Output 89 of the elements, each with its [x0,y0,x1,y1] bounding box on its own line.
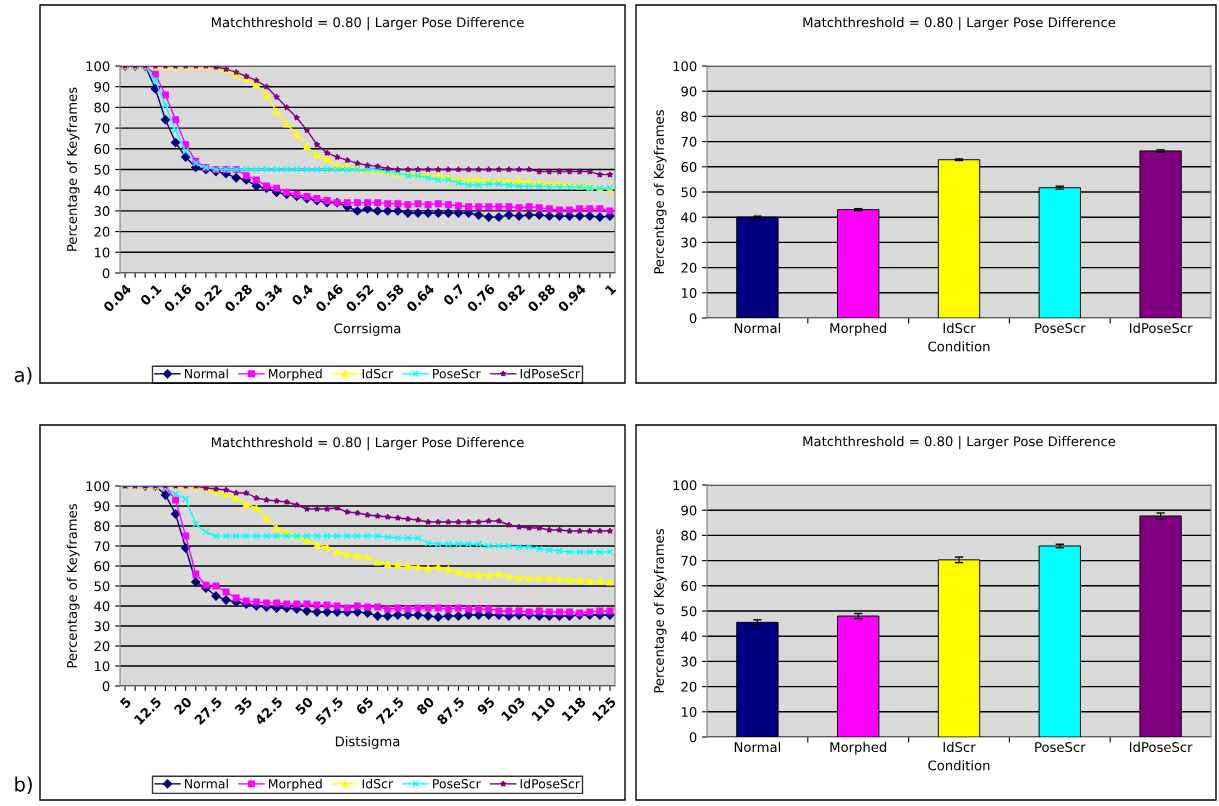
y-tick-label: 80 [94,102,110,113]
legend-label: Morphed [268,778,322,791]
legend-label: IdScr [362,368,394,379]
x-tick-label: 1 [604,283,617,296]
y-tick-label: 20 [681,681,697,692]
y-tick-label: 30 [681,656,697,667]
y-tick-label: 100 [86,61,110,72]
legend-label: Normal [184,778,228,789]
x-tick-label: PoseScr [1035,323,1086,334]
legend-label: Morphed [268,368,322,381]
legend-label: PoseScr [433,368,481,379]
x-axis-title: Condition [928,760,990,771]
y-tick-label: 20 [681,262,697,273]
x-tick-label: Normal [734,322,781,334]
x-axis-title: Condition [928,341,990,352]
chart-title: Matchthreshold = 0.80 | Larger Pose Difference [803,436,1116,450]
y-tick-label: 70 [94,123,110,134]
x-tick-label: 0.1 [139,283,162,307]
y-tick-label: 80 [681,530,697,541]
y-tick-label: 10 [681,288,697,298]
y-axis-title: Percentage of Keyframes [66,87,80,251]
legend-label: IdScr [362,778,394,789]
x-tick-label: IdPoseScr [1129,741,1193,753]
y-tick-label: 100 [86,481,110,492]
x-tick-label: 0.7 [442,283,465,307]
legend-label: IdPoseScr [520,368,580,379]
y-tick-label: 60 [94,144,110,154]
y-tick-label: 40 [681,212,697,223]
x-tick-label: 35 [234,696,253,716]
y-tick-label: 10 [94,247,110,258]
x-tick-label: IdScr [943,322,976,334]
y-tick-label: 90 [94,81,110,92]
y-tick-label: 20 [94,641,110,652]
y-tick-label: 50 [681,606,697,617]
x-tick-label: IdScr [943,741,976,753]
y-tick-label: 70 [681,136,697,147]
y-axis-title: Percentage of Keyframes [653,529,667,693]
text: b) [15,776,32,794]
y-tick-label: 90 [681,505,697,516]
y-tick-label: 30 [94,206,110,217]
y-tick-label: 80 [94,521,110,532]
y-tick-label: 10 [681,707,697,717]
y-tick-label: 60 [94,561,110,572]
y-tick-label: 0 [689,313,697,324]
y-tick-label: 90 [94,501,110,512]
chart-title: Matchthreshold = 0.80 | Larger Pose Difference [211,17,524,31]
y-tick-label: 70 [94,541,110,552]
y-tick-label: 100 [673,61,697,72]
y-tick-label: 60 [681,581,697,591]
y-tick-label: 40 [681,631,697,642]
x-tick-label: PoseScr [1035,742,1086,753]
y-tick-label: 100 [673,480,697,491]
x-tick-label: 0.4 [290,283,314,307]
y-tick-label: 40 [94,601,110,612]
y-tick-label: 70 [681,555,697,566]
y-axis-title: Percentage of Keyframes [66,504,80,668]
x-tick-label: Morphed [830,322,887,336]
legend-label: Normal [184,368,228,379]
x-axis-title: Distsigma [335,736,400,749]
y-tick-label: 80 [681,111,697,122]
chart-title: Matchthreshold = 0.80 | Larger Pose Difference [803,17,1116,31]
y-axis-title: Percentage of Keyframes [653,110,667,274]
y-tick-label: 50 [94,581,110,592]
x-tick-label: Normal [734,741,781,753]
x-tick-label: 95 [476,696,496,716]
legend-label: IdPoseScr [520,778,580,789]
x-tick-label: IdPoseScr [1129,322,1193,334]
x-tick-label: 5 [119,696,132,709]
legend-label: PoseScr [433,778,481,789]
y-tick-label: 30 [681,237,697,248]
y-tick-label: 40 [94,185,110,196]
y-tick-label: 10 [94,661,110,672]
y-tick-label: 50 [681,187,697,198]
y-tick-label: 0 [102,268,110,279]
x-tick-label: 80 [415,696,435,716]
y-tick-label: 20 [94,226,110,237]
y-tick-label: 50 [94,164,110,175]
x-tick-label: 65 [355,696,375,716]
y-tick-label: 60 [681,162,697,172]
y-tick-label: 0 [689,732,697,743]
x-tick-label: 50 [294,696,314,716]
y-tick-label: 90 [681,86,697,97]
x-tick-label: Morphed [830,741,887,755]
x-tick-label: 20 [173,696,193,716]
x-axis-title: Corrsigma [334,323,401,336]
chart-title: Matchthreshold = 0.80 | Larger Pose Difference [211,437,524,451]
text: a) [14,367,32,385]
y-tick-label: 30 [94,621,110,632]
y-tick-label: 0 [102,681,110,692]
